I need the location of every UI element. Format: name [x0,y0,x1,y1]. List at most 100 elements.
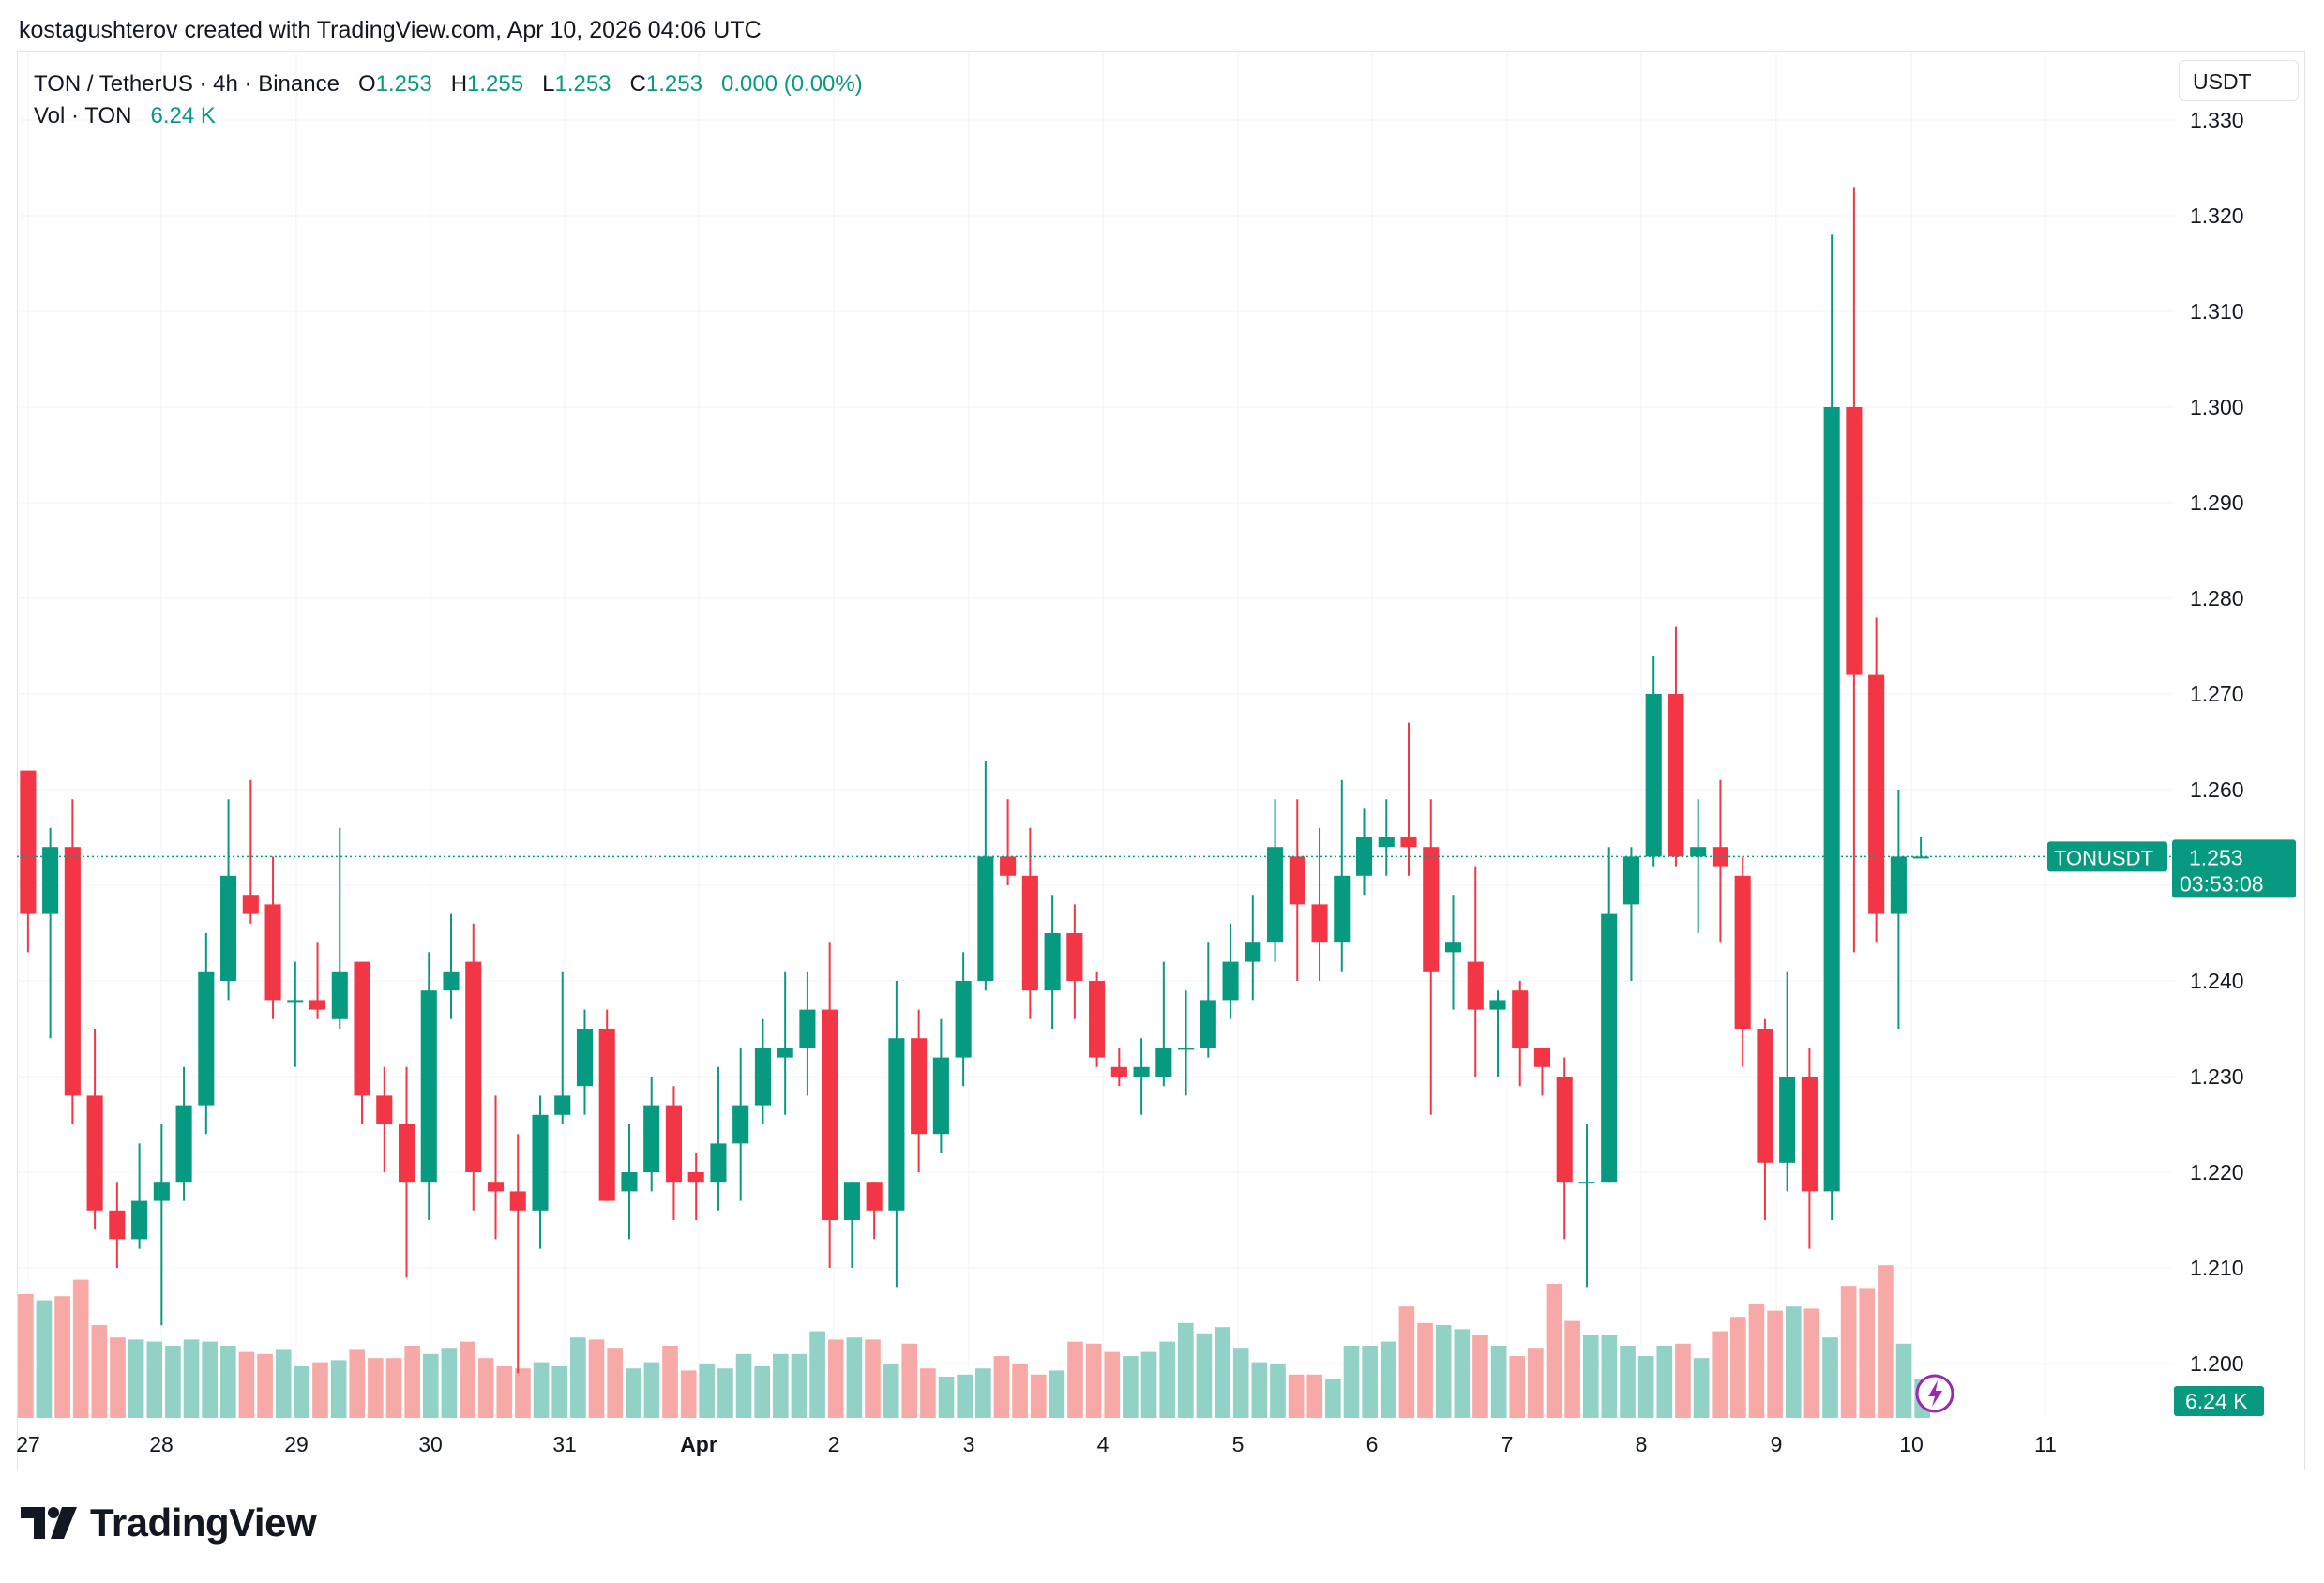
volume-bar [1380,1341,1396,1418]
volume-bar [938,1377,955,1418]
volume-bar [515,1368,531,1418]
volume-bar [1767,1310,1783,1418]
volume-bar [1472,1335,1488,1418]
volume-bar [1362,1346,1378,1418]
candle-body [1044,933,1061,991]
volume-bar [1104,1351,1121,1418]
volume-bar [422,1353,439,1418]
volume-bar [1454,1329,1471,1418]
volume-bar [1030,1374,1047,1418]
candle-body [1423,847,1440,972]
volume-bar [827,1339,844,1418]
candle-body [1512,990,1529,1048]
candle-body [331,971,348,1019]
time-tick-label: 8 [1636,1432,1648,1456]
candle-body [487,1182,505,1192]
low-label: L [542,71,555,97]
candle-body [153,1182,170,1201]
candle-body [1690,847,1707,857]
grid-lines [17,51,2174,1418]
volume-bar [1748,1304,1765,1418]
candle-body [1801,1077,1818,1192]
candle-body [710,1143,727,1183]
volume-bar [72,1279,89,1418]
candle-body [955,981,972,1058]
time-tick-label: 31 [552,1432,577,1456]
volume-bar [146,1341,163,1418]
volume-bar [36,1300,53,1418]
volume-bar [1215,1327,1230,1418]
volume-bar [846,1337,863,1418]
volume-bar [1528,1348,1544,1418]
tradingview-logo[interactable]: TradingView [21,1500,317,1545]
time-tick-label: 10 [1899,1432,1924,1456]
volume-bar [625,1368,641,1418]
candle-body [1289,856,1305,905]
candle-body [1021,875,1038,991]
volume-bar [1785,1306,1802,1418]
candle-body [1266,847,1284,943]
volume-tag-bg [2174,1386,2264,1416]
time-axis[interactable]: 27 28 29 30 31 Apr 2 3 4 5 6 7 8 9 10 11 [16,1432,2057,1456]
time-tick-label: 30 [418,1432,443,1456]
candle-body [554,1095,571,1115]
volume-bar [1509,1356,1526,1418]
candle-body [665,1105,683,1183]
open-value: 1.253 [375,71,432,97]
candle-body [1110,1066,1127,1077]
volume-bar [1123,1356,1139,1418]
candle-body [131,1200,148,1240]
volume-bar [294,1366,310,1418]
volume-bar [588,1339,605,1418]
candle-body [1601,913,1618,1183]
candle-body [1734,875,1751,1029]
volume-bar [1325,1379,1341,1418]
volume-bar [1049,1370,1065,1418]
symbol-name[interactable]: TON / TetherUS · 4h · Binance [34,71,340,97]
candle-body [1668,694,1684,857]
close-label: C [629,71,646,97]
volume-bar [1693,1358,1710,1418]
candle-body [621,1172,638,1192]
volume-bar [883,1364,899,1418]
candle-body [1089,981,1106,1058]
currency-selector[interactable]: USDT [2179,60,2299,101]
volume-bar [1270,1364,1286,1418]
volume-bar [607,1348,623,1418]
low-value: 1.253 [554,71,611,97]
candle-body [598,1029,615,1201]
volume-bar [238,1351,255,1418]
candle-body [509,1191,526,1211]
candle-body [1245,942,1261,962]
volume-bar [1895,1343,1912,1418]
time-tick-label: 5 [1232,1432,1245,1456]
price-tick-label: 1.210 [2190,1256,2244,1280]
candle-body [465,961,482,1172]
price-axis[interactable]: 1.2001.2101.2201.2301.2401.2501.2601.270… [2190,108,2244,1376]
lightning-icon[interactable] [1915,1374,1954,1413]
volume-bar [1564,1320,1580,1418]
volume-bar [1159,1341,1175,1418]
high-label: H [450,71,468,97]
volume-bar [993,1356,1010,1418]
symbol-tag-label: TONUSDT [2054,846,2153,869]
time-tick-label: 27 [16,1432,40,1456]
chart-frame [17,51,2305,1470]
volume-bar [1878,1265,1894,1418]
volume-bar [165,1346,181,1418]
candle-body [398,1124,415,1183]
candle-body [1311,904,1328,943]
volume-label[interactable]: Vol · TON [34,103,132,128]
price-tick-label: 1.270 [2190,682,2244,706]
symbol-tag-bg [2047,841,2167,872]
candle-body [1868,674,1885,914]
candle-body [1533,1048,1551,1067]
candle-body [1334,875,1351,943]
volume-bar [385,1358,402,1418]
tradingview-logo-text: TradingView [90,1500,317,1545]
volume-bar [699,1364,716,1418]
price-chart[interactable]: 1.2001.2101.2201.2301.2401.2501.2601.270… [0,0,2324,1500]
candle-body [1823,407,1840,1192]
time-tick-label: 7 [1502,1432,1514,1456]
volume-bar [1177,1322,1194,1418]
